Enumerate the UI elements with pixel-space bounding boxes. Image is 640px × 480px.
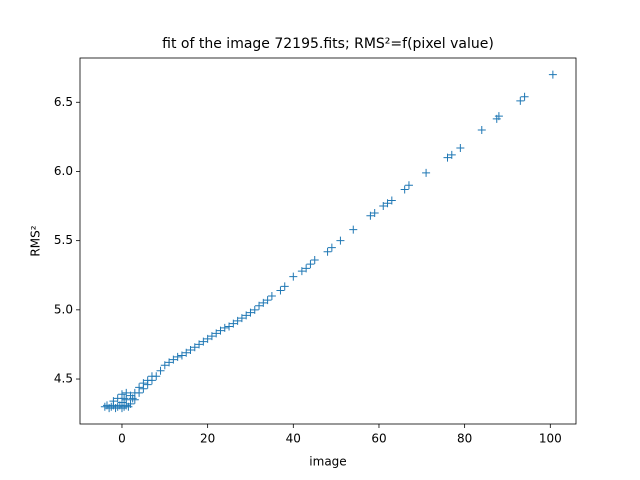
x-tick-label: 20 [200, 432, 215, 446]
x-tick-label: 100 [539, 432, 562, 446]
marker [323, 247, 332, 256]
marker [447, 150, 456, 159]
marker [255, 301, 264, 310]
marker [165, 358, 174, 367]
y-tick-label: 6.5 [54, 95, 73, 109]
marker [156, 366, 165, 375]
marker [246, 308, 255, 317]
marker [199, 337, 208, 346]
marker [152, 372, 161, 381]
marker [117, 398, 126, 407]
marker [242, 311, 251, 320]
marker [477, 125, 486, 134]
x-tick-label: 0 [118, 432, 126, 446]
y-tick-label: 6.0 [54, 164, 73, 178]
marker [422, 168, 431, 177]
y-tick-label: 5.0 [54, 302, 73, 316]
y-tick-label: 5.5 [54, 233, 73, 247]
x-tick-label: 80 [457, 432, 472, 446]
marker [379, 202, 388, 211]
marker [387, 196, 396, 205]
marker [128, 394, 137, 403]
marker [383, 199, 392, 208]
marker [516, 96, 525, 105]
y-tick-label: 4.5 [54, 372, 73, 386]
marker [177, 351, 186, 360]
marker [336, 236, 345, 245]
marker [169, 355, 178, 364]
marker [456, 143, 465, 152]
marker [310, 256, 319, 265]
marker [306, 260, 315, 269]
marker [109, 397, 118, 406]
marker [280, 282, 289, 291]
marker [203, 334, 212, 343]
marker [207, 332, 216, 341]
marker [212, 329, 221, 338]
x-axis-label: image [309, 455, 346, 469]
marker [443, 153, 452, 162]
marker [122, 388, 131, 397]
marker [195, 340, 204, 349]
marker [135, 383, 144, 392]
marker [370, 208, 379, 217]
marker [126, 399, 135, 408]
marker [267, 292, 276, 301]
marker [220, 323, 229, 332]
marker [302, 264, 311, 273]
marker [186, 345, 195, 354]
marker [366, 211, 375, 220]
marker [233, 316, 242, 325]
marker [117, 390, 126, 399]
marker [349, 225, 358, 234]
marker [225, 322, 234, 331]
marker [173, 352, 182, 361]
marker [216, 326, 225, 335]
marker [229, 319, 238, 328]
marker [237, 314, 246, 323]
marker [139, 379, 148, 388]
marker [250, 305, 259, 314]
marker [404, 181, 413, 190]
marker [400, 185, 409, 194]
marker [276, 286, 285, 295]
marker [289, 272, 298, 281]
marker [520, 92, 529, 101]
marker [160, 361, 169, 370]
marker [120, 394, 129, 403]
y-axis-label: RMS² [29, 225, 43, 256]
x-tick-label: 40 [286, 432, 301, 446]
marker [263, 296, 272, 305]
x-tick-label: 60 [371, 432, 386, 446]
marker [494, 112, 503, 121]
marker [190, 343, 199, 352]
marker [182, 348, 191, 357]
marker [259, 298, 268, 307]
chart-title: fit of the image 72195.fits; RMS²=f(pixe… [162, 36, 494, 52]
marker [327, 243, 336, 252]
marker [130, 395, 139, 404]
marker [297, 267, 306, 276]
marker [548, 70, 557, 79]
marker [122, 395, 131, 404]
